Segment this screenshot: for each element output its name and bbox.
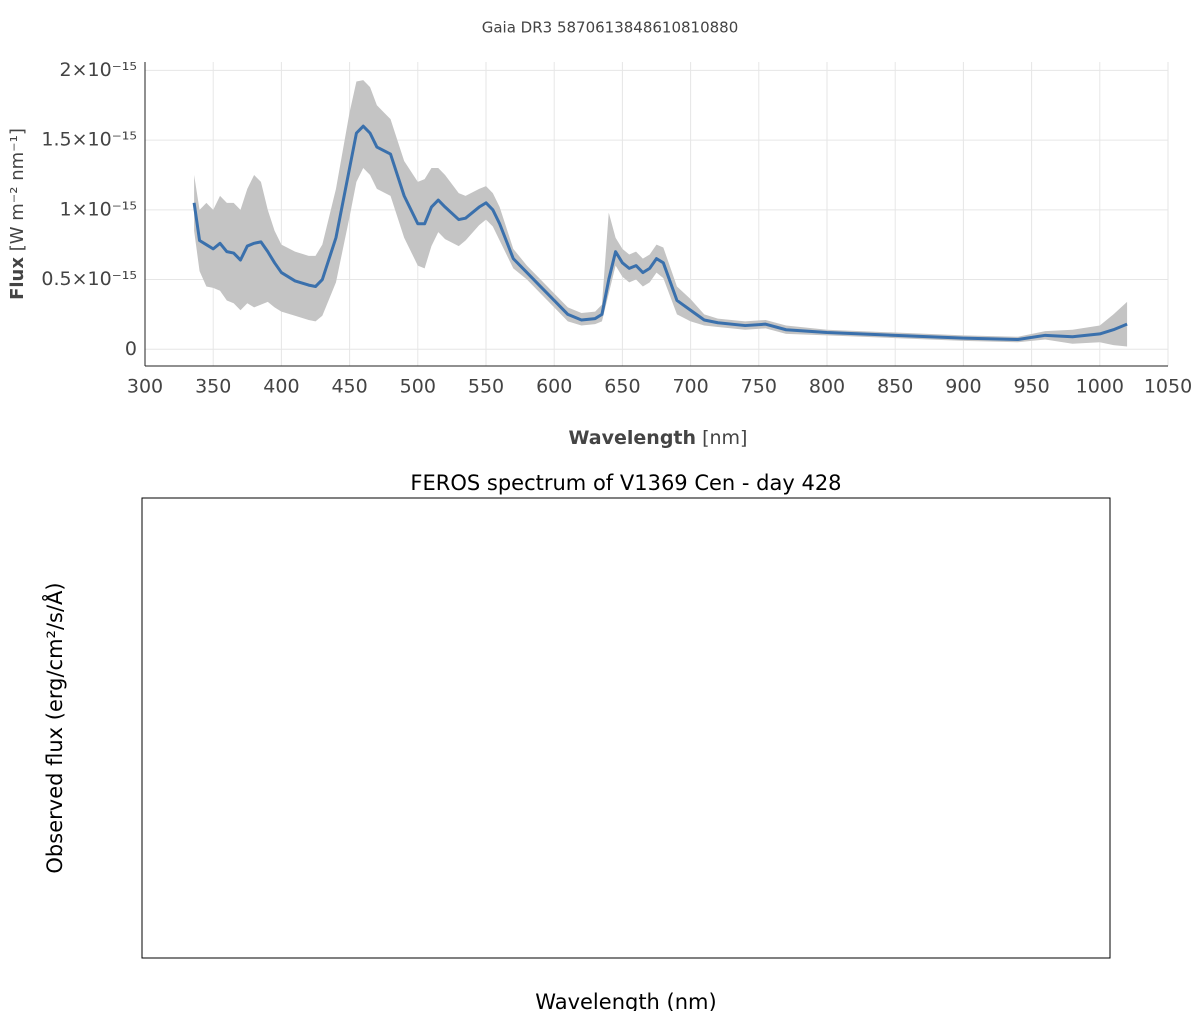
y-tick-label: 2×10⁻¹⁵ [60, 59, 137, 81]
chart-title: Gaia DR3 5870613848610810880 [482, 19, 739, 37]
x-tick-label: 650 [604, 376, 640, 398]
plot-area: 300 400 500 600 700 800 900 1000 10⁻¹⁴ 10⁻¹³ 10⁻¹²… [94, 80, 1128, 984]
x-tick-label: 900 [953, 966, 982, 984]
uncertainty-band [194, 80, 1128, 347]
y-axis-label-unit: [W m⁻² nm⁻¹] [7, 128, 28, 251]
x-axis-label: Wavelength [nm] [569, 427, 748, 449]
x-tick-label: 300 [136, 966, 165, 984]
y-tick-label: 0 [125, 338, 137, 360]
x-tick-label: 850 [877, 376, 913, 398]
y-axis-label: Observed flux (erg/cm²/s/Å) [41, 582, 67, 873]
panel-feros: FEROS spectrum of V1369 Cen - day 428 Wa… [41, 471, 1111, 1011]
x-tick-label: 450 [331, 376, 367, 398]
plot-area [228, 510, 997, 956]
x-tick-label: 800 [817, 966, 846, 984]
x-tick-label: 300 [127, 376, 163, 398]
y-tick-label: 10⁻¹¹ [94, 520, 133, 538]
x-tick-label: 550 [468, 376, 504, 398]
y-tick-label: 0.5×10⁻¹⁵ [41, 268, 137, 290]
y-tick-label: 10⁻¹⁴ [94, 937, 133, 955]
x-tick-label: 700 [681, 966, 710, 984]
spectrum-line [192, 124, 1128, 342]
x-axis-label-unit: [nm] [702, 427, 747, 449]
x-tick-label: 1000 [1085, 966, 1123, 984]
x-tick-label: 600 [536, 376, 572, 398]
y-tick-label: 10⁻¹³ [94, 798, 133, 816]
x-tick-label: 500 [400, 376, 436, 398]
chart-title: FEROS spectrum of V1369 Cen - day 428 [410, 471, 841, 495]
x-tick-label: 750 [741, 376, 777, 398]
y-tick-label: 10⁻¹² [94, 659, 133, 677]
x-tick-label: 950 [1013, 376, 1049, 398]
y-tick-label: 1.5×10⁻¹⁵ [41, 129, 137, 151]
x-tick-label: 800 [809, 376, 845, 398]
x-tick-label: 350 [195, 376, 231, 398]
x-tick-label: 600 [545, 966, 574, 984]
x-tick-label: 900 [945, 376, 981, 398]
x-tick-label: 1000 [1076, 376, 1124, 398]
y-axis-label: Flux [W m⁻² nm⁻¹] [7, 128, 28, 300]
plot-frame [141, 497, 1111, 959]
panel-gaia: Gaia DR3 5870613848610810880 Wavelength … [7, 19, 1192, 984]
x-axis-label-name: Wavelength [569, 427, 697, 449]
x-axis-label: Wavelength (nm) [535, 990, 716, 1011]
x-tick-label: 400 [272, 966, 301, 984]
x-tick-label: 1050 [1144, 376, 1192, 398]
x-tick-label: 700 [672, 376, 708, 398]
spectrum-line [228, 510, 997, 956]
y-axis-label-name: Flux [7, 257, 28, 300]
x-tick-label: 400 [263, 376, 299, 398]
y-tick-label: 1×10⁻¹⁵ [60, 198, 137, 220]
x-tick-label: 500 [408, 966, 437, 984]
